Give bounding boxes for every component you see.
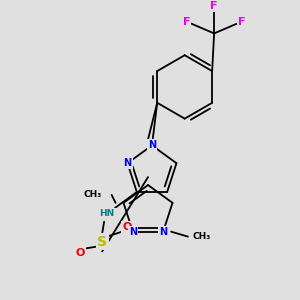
Text: CH₃: CH₃ (193, 232, 211, 241)
Text: F: F (210, 1, 218, 11)
Text: N: N (148, 140, 156, 150)
Text: CH₃: CH₃ (83, 190, 102, 200)
Text: HN: HN (100, 209, 115, 218)
Text: O: O (122, 222, 132, 232)
Text: F: F (183, 16, 190, 26)
Text: N: N (123, 158, 131, 168)
Text: N: N (129, 227, 137, 237)
Text: N: N (159, 227, 167, 237)
Text: S: S (97, 235, 107, 249)
Text: F: F (238, 16, 246, 26)
Text: O: O (76, 248, 85, 259)
